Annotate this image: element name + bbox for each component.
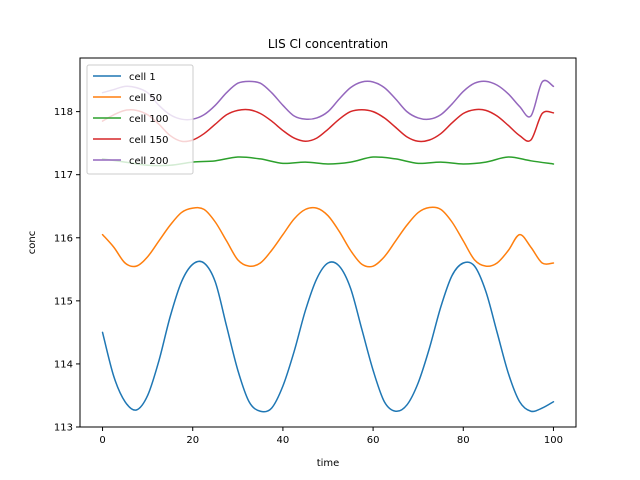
plot-frame <box>79 57 577 428</box>
legend-label: cell 50 <box>129 93 162 104</box>
x-tick-label: 40 <box>277 435 290 446</box>
y-tick-label: 118 <box>54 107 73 118</box>
x-axis: 0 20 40 60 80 100 <box>99 427 563 446</box>
y-tick-label: 117 <box>54 170 73 181</box>
legend-label: cell 100 <box>129 114 168 125</box>
y-axis-label: conc <box>27 231 38 254</box>
y-tick-label: 114 <box>54 359 73 370</box>
chart-title: LIS Cl concentration <box>268 37 388 51</box>
legend: cell 1 cell 50 cell 100 cell 150 cell 200 <box>86 64 194 175</box>
legend-label: cell 150 <box>129 135 168 146</box>
y-tick-label: 115 <box>54 296 73 307</box>
series-line-cell-1 <box>101 260 555 413</box>
x-tick-label: 20 <box>186 435 199 446</box>
x-tick-label: 0 <box>99 435 105 446</box>
series-line-cell-50 <box>101 206 555 268</box>
x-tick-label: 80 <box>457 435 470 446</box>
y-axis: 113 114 115 116 117 118 <box>54 107 80 434</box>
x-tick-label: 60 <box>367 435 380 446</box>
y-tick-label: 116 <box>54 233 73 244</box>
y-tick-label: 113 <box>54 423 73 434</box>
legend-label: cell 200 <box>129 156 168 167</box>
legend-box <box>86 64 194 175</box>
legend-label: cell 1 <box>129 72 156 83</box>
x-axis-label: time <box>317 458 340 469</box>
x-tick-label: 100 <box>544 435 563 446</box>
